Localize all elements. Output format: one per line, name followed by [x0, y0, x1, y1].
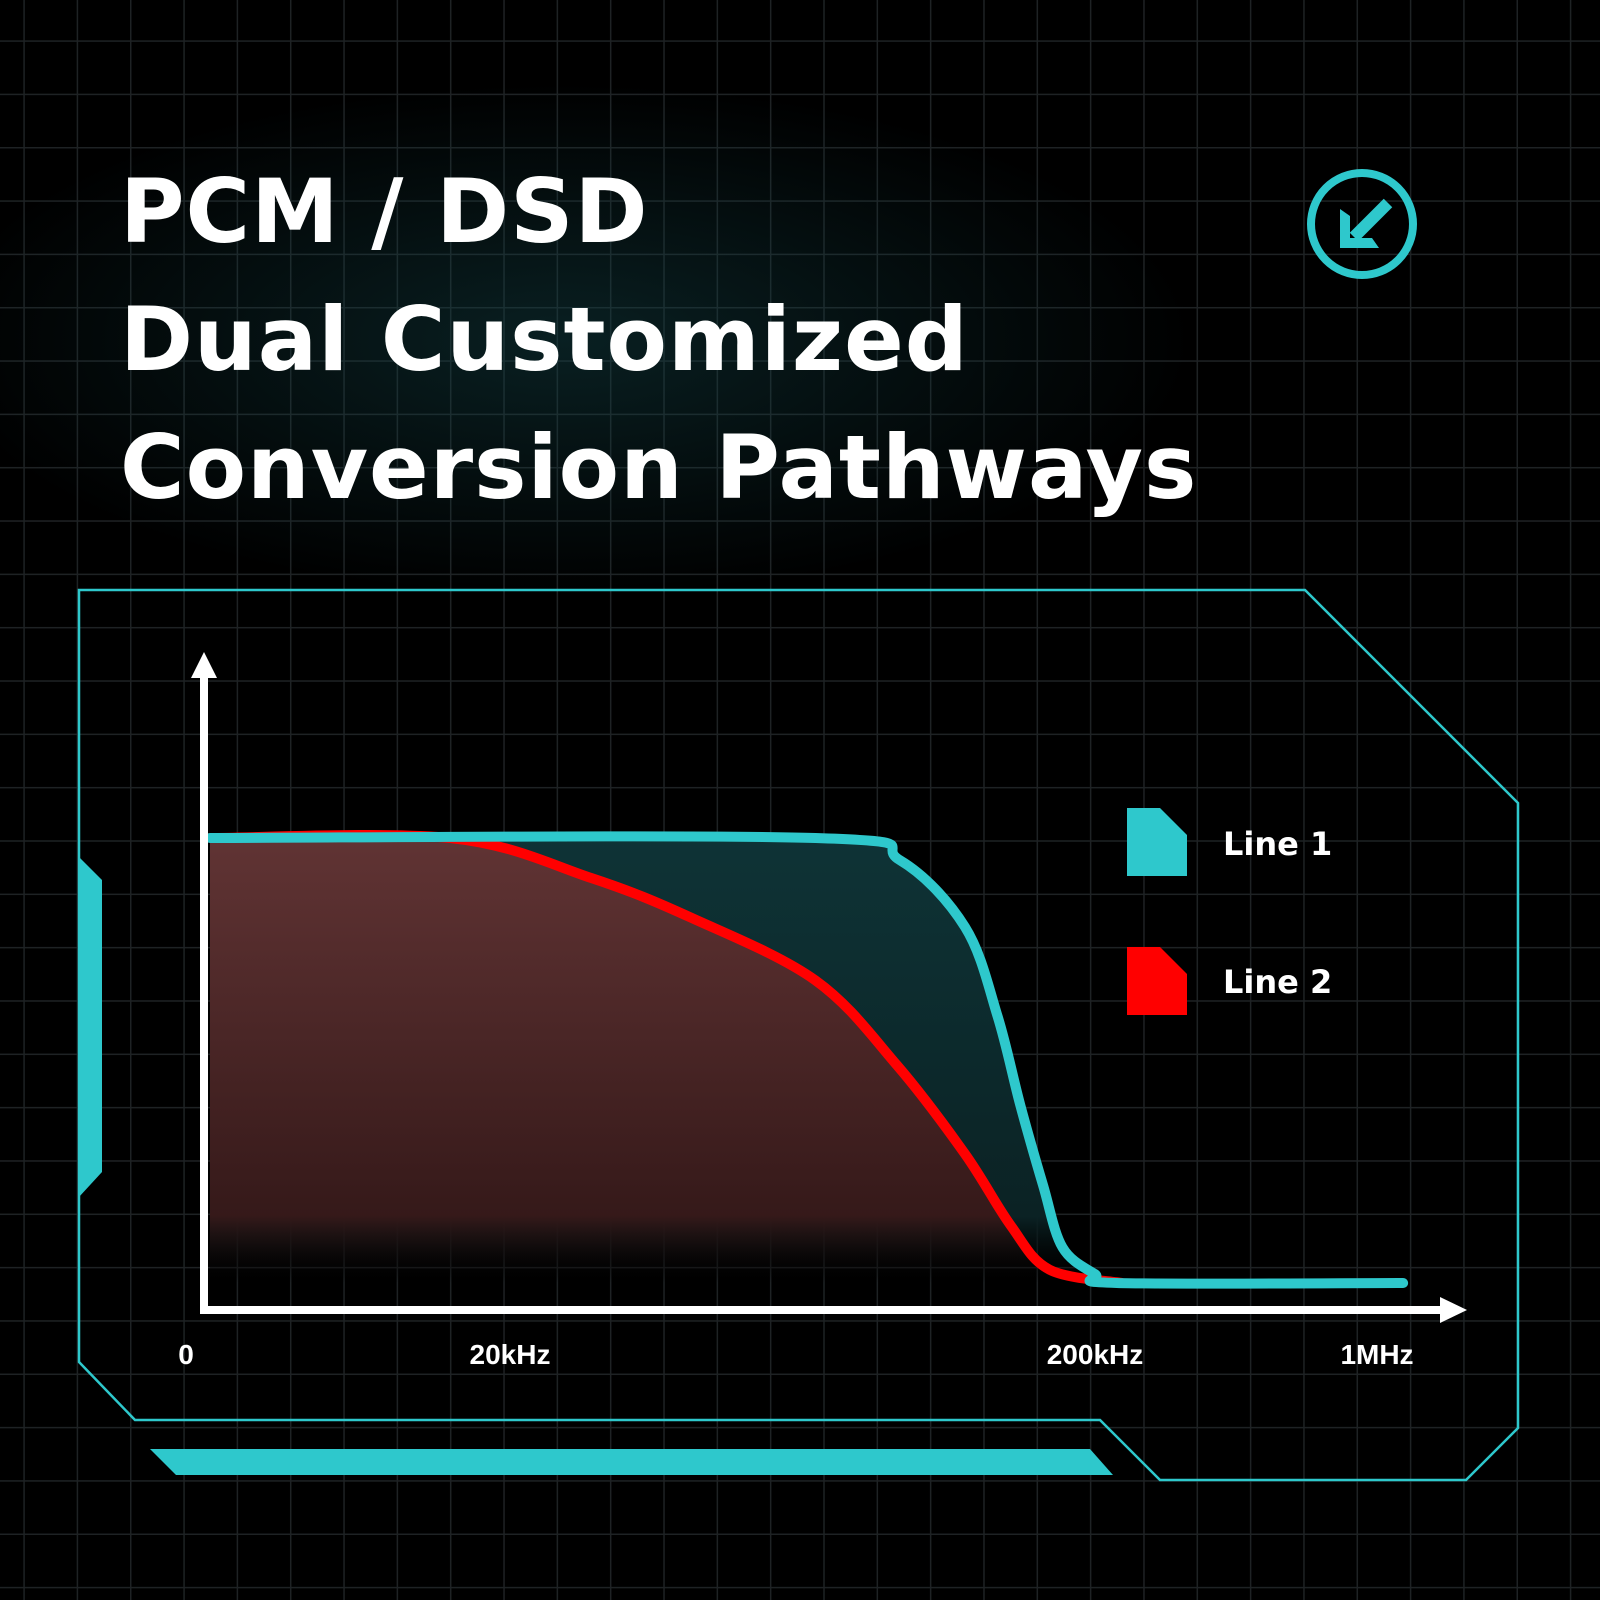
- x-tick-label: 20kHz: [470, 1339, 551, 1370]
- x-tick-label: 0: [178, 1339, 194, 1370]
- series-area-2: [210, 835, 1123, 1283]
- x-axis: [200, 1297, 1467, 1323]
- x-tick-label: 1MHz: [1340, 1339, 1413, 1370]
- legend-swatch-line1: [1127, 808, 1187, 876]
- title-line: PCM / DSD: [120, 160, 649, 263]
- x-tick-label: 200kHz: [1047, 1339, 1144, 1370]
- page-title: PCM / DSD Dual Customized Conversion Pat…: [120, 148, 1197, 532]
- legend-label: Line 2: [1223, 963, 1332, 1001]
- title-glow: [0, 60, 1250, 620]
- legend-swatch-line2: [1127, 947, 1187, 1015]
- series-line-1: [205, 831, 1409, 1289]
- title-line: Dual Customized: [120, 288, 969, 391]
- legend: Line 1 Line 2: [1127, 808, 1332, 1015]
- frame-accent-bottom: [150, 1449, 1113, 1475]
- title-line: Conversion Pathways: [120, 416, 1198, 519]
- arrow-down-left-circle-icon: [1307, 169, 1417, 279]
- chart-frame: [77, 588, 1520, 1482]
- frame-accent-left: [79, 857, 102, 1197]
- legend-label: Line 1: [1223, 825, 1332, 863]
- y-axis: [191, 652, 217, 1310]
